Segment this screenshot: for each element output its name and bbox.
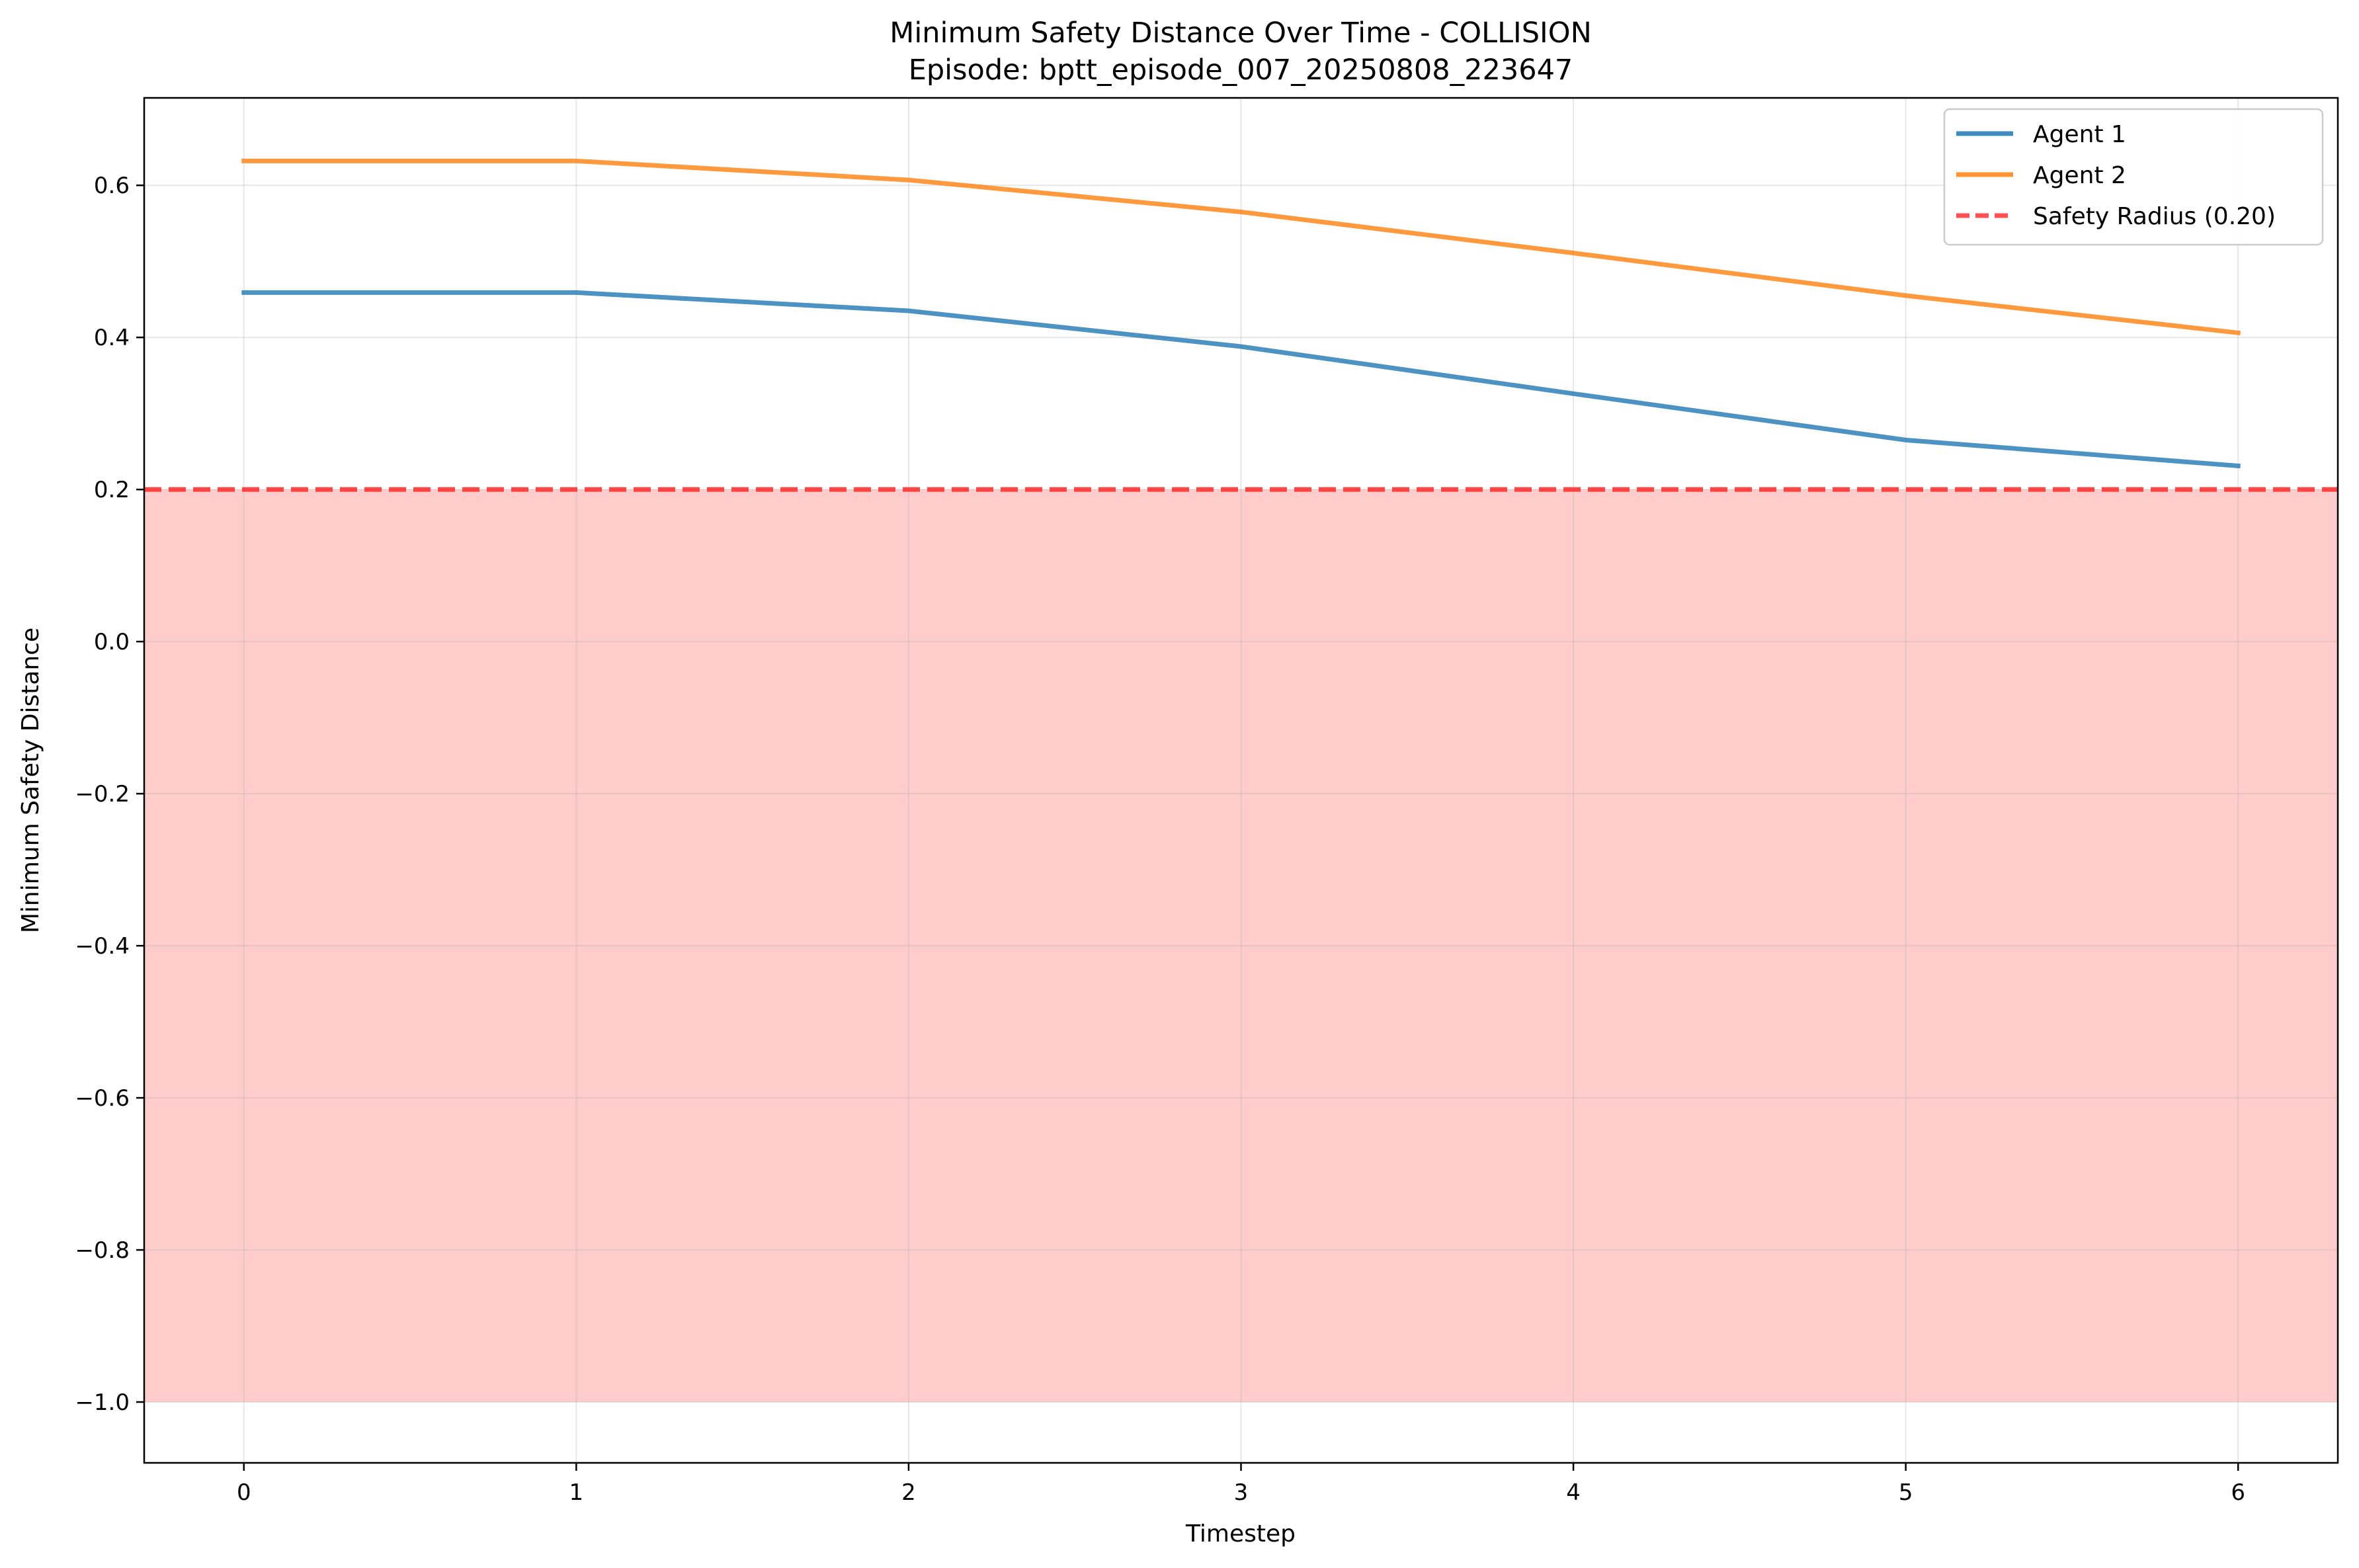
y-tick-label: −0.4 — [75, 933, 130, 960]
y-tick-label: −0.2 — [75, 781, 130, 807]
x-tick-label: 4 — [1566, 1479, 1581, 1506]
legend-label: Safety Radius (0.20) — [2033, 203, 2276, 230]
series-line-agent-1 — [241, 290, 2241, 469]
legend: Agent 1 Agent 2 Safety Radius (0.20) — [1943, 108, 2324, 246]
chart-title: Minimum Safety Distance Over Time - COLL… — [890, 17, 1591, 50]
y-tick-label: −1.0 — [75, 1389, 130, 1416]
x-tick-label: 1 — [569, 1479, 584, 1506]
y-tick-label: 0.2 — [94, 477, 130, 503]
x-tick-label: 3 — [1234, 1479, 1249, 1506]
y-tick-label: −0.6 — [75, 1085, 130, 1112]
y-tick-label: 0.0 — [94, 629, 130, 655]
legend-label: Agent 1 — [2033, 121, 2126, 148]
y-tick-label: 0.4 — [94, 325, 130, 351]
x-axis-label: Timestep — [1185, 1520, 1296, 1547]
plot-area: 0 1 2 3 4 5 6 0.6 0.4 0.2 0.0 −0.2 −0.4 −0.6 −0.8 −1.0 — [75, 97, 2339, 1506]
y-axis-label: Minimum Safety Distance — [17, 628, 44, 933]
y-tick-label: −0.8 — [75, 1237, 130, 1264]
legend-label: Agent 2 — [2033, 162, 2126, 189]
y-tick-label: 0.6 — [94, 173, 130, 199]
x-tick-label: 5 — [1899, 1479, 1913, 1506]
x-tick-label: 0 — [237, 1479, 251, 1506]
series-line-agent-2 — [241, 158, 2241, 336]
unsafe-region — [144, 489, 2338, 1403]
chart-subtitle: Episode: bptt_episode_007_20250808_22364… — [909, 54, 1573, 87]
x-tick-label: 2 — [901, 1479, 916, 1506]
legend-box — [1943, 108, 2324, 246]
x-tick-label: 6 — [2231, 1479, 2245, 1506]
